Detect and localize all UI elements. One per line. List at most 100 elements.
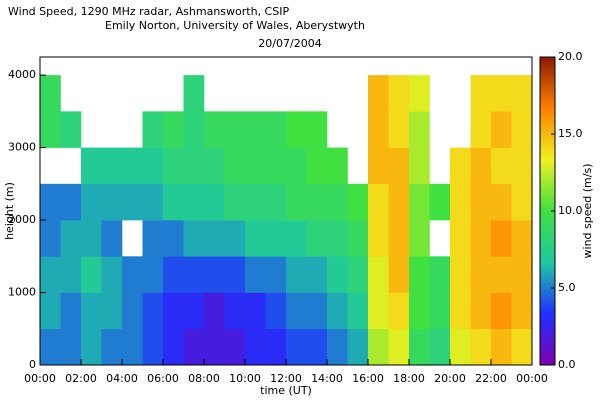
heatmap-cell: [306, 328, 328, 366]
heatmap-cell: [450, 220, 471, 257]
x-tick-label: 04:00: [106, 372, 138, 385]
colorbar-tick-label: 10.0: [558, 204, 583, 217]
heatmap-cell: [306, 220, 328, 257]
heatmap-cell: [409, 75, 430, 112]
heatmap-cell: [224, 147, 246, 185]
heatmap-cell: [511, 292, 533, 330]
x-tick-label: 10:00: [229, 372, 261, 385]
colorbar-tick-label: 5.0: [558, 281, 576, 294]
heatmap-cell: [81, 183, 102, 221]
heatmap-cell: [245, 147, 266, 185]
heatmap-cell: [204, 183, 225, 221]
heatmap-cell: [327, 292, 348, 330]
heatmap-cell: [204, 147, 225, 185]
heatmap-cell: [327, 328, 348, 366]
heatmap-cell: [511, 256, 533, 293]
heatmap-cell: [429, 328, 451, 366]
x-tick-label: 18:00: [393, 372, 425, 385]
heatmap-cell: [368, 111, 389, 148]
heatmap-cell: [347, 328, 369, 366]
heatmap-cell: [81, 147, 102, 185]
heatmap-cell: [368, 292, 389, 330]
heatmap-cell: [101, 256, 123, 293]
heatmap-cell: [60, 183, 82, 221]
heatmap-cell: [204, 292, 225, 330]
heatmap-cell: [81, 220, 102, 257]
heatmap-cell: [142, 183, 164, 221]
heatmap-cell: [60, 220, 82, 257]
heatmap-cell: [101, 183, 123, 221]
heatmap-cell: [511, 147, 533, 185]
heatmap-cell: [183, 147, 205, 185]
heatmap-cell: [327, 220, 348, 257]
x-tick-label: 00:00: [24, 372, 56, 385]
heatmap-cell: [245, 220, 266, 257]
colorbar-tick-label: 15.0: [558, 127, 583, 140]
heatmap-cell: [388, 292, 410, 330]
heatmap-cell: [306, 147, 328, 185]
heatmap-cell: [286, 292, 307, 330]
heatmap-cell: [429, 292, 451, 330]
heatmap-cell: [286, 147, 307, 185]
x-tick-label: 08:00: [188, 372, 220, 385]
heatmap-cell: [163, 328, 184, 366]
colorbar-tick-label: 0.0: [558, 358, 576, 371]
x-tick-label: 06:00: [147, 372, 179, 385]
heatmap-cell: [286, 183, 307, 221]
heatmap-cell: [409, 183, 430, 221]
heatmap-cell: [60, 328, 82, 366]
heatmap-cell: [142, 111, 164, 148]
chart-date: 20/07/2004: [258, 37, 321, 50]
x-tick-label: 02:00: [65, 372, 97, 385]
y-tick-label: 4000: [8, 68, 36, 81]
heatmap-cell: [265, 256, 287, 293]
heatmap-cell: [368, 220, 389, 257]
heatmap-cell: [224, 256, 246, 293]
heatmap-cell: [204, 328, 225, 366]
heatmap: [40, 75, 533, 366]
heatmap-cell: [491, 183, 512, 221]
heatmap-cell: [224, 220, 246, 257]
heatmap-cell: [265, 147, 287, 185]
heatmap-cell: [491, 256, 512, 293]
heatmap-cell: [286, 256, 307, 293]
heatmap-cell: [142, 328, 164, 366]
heatmap-cell: [368, 183, 389, 221]
heatmap-cell: [511, 75, 533, 112]
heatmap-cell: [265, 328, 287, 366]
heatmap-cell: [40, 220, 61, 257]
x-tick-label: 12:00: [270, 372, 302, 385]
heatmap-cell: [101, 147, 123, 185]
heatmap-cell: [204, 220, 225, 257]
heatmap-cell: [224, 328, 246, 366]
y-tick-label: 0: [29, 358, 36, 371]
y-axis-label: height (m): [3, 182, 16, 240]
heatmap-cell: [429, 183, 451, 221]
heatmap-cell: [142, 147, 164, 185]
heatmap-cell: [60, 111, 82, 148]
heatmap-cell: [409, 256, 430, 293]
heatmap-cell: [306, 256, 328, 293]
heatmap-cell: [286, 220, 307, 257]
heatmap-cell: [388, 111, 410, 148]
heatmap-cell: [40, 111, 61, 148]
heatmap-cell: [450, 328, 471, 366]
y-tick-label: 1000: [8, 286, 36, 299]
heatmap-cell: [491, 147, 512, 185]
heatmap-cell: [450, 183, 471, 221]
heatmap-cell: [368, 75, 389, 112]
heatmap-cell: [224, 183, 246, 221]
heatmap-cell: [163, 147, 184, 185]
heatmap-cell: [368, 328, 389, 366]
chart-subtitle: Emily Norton, University of Wales, Abery…: [105, 19, 365, 32]
heatmap-cell: [40, 292, 61, 330]
heatmap-cell: [511, 328, 533, 366]
heatmap-cell: [265, 220, 287, 257]
heatmap-cell: [101, 220, 123, 257]
x-tick-label: 14:00: [311, 372, 343, 385]
heatmap-cell: [122, 147, 143, 185]
heatmap-cell: [122, 292, 143, 330]
heatmap-cell: [60, 256, 82, 293]
heatmap-cell: [101, 292, 123, 330]
heatmap-cell: [60, 292, 82, 330]
